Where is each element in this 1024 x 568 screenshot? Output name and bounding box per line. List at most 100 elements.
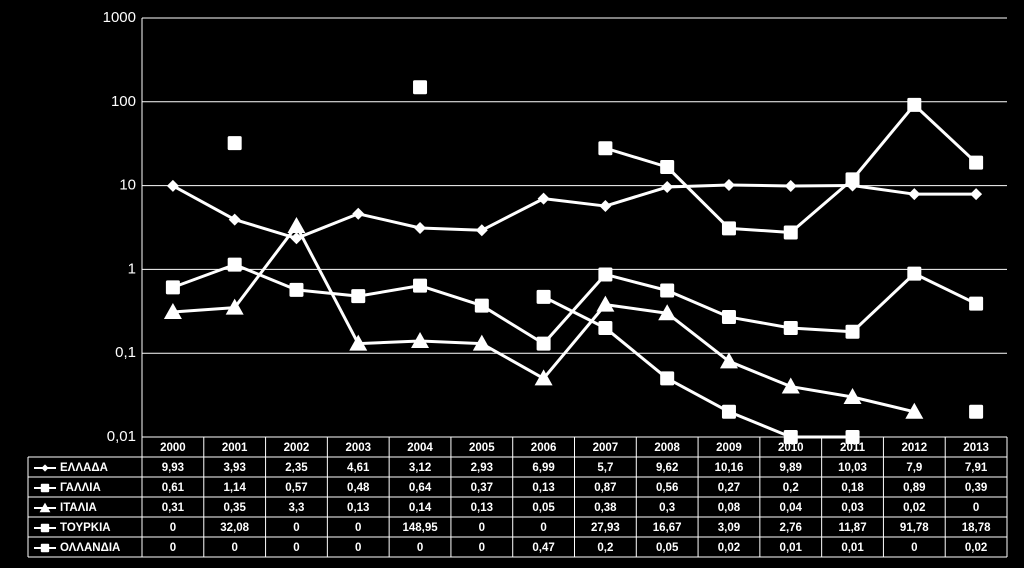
table-cell: 0 <box>417 542 423 554</box>
data-point <box>721 221 736 236</box>
table-cell: 3,3 <box>288 502 304 514</box>
table-cell: 0 <box>355 522 361 534</box>
table-cell: 0,13 <box>532 482 554 494</box>
x-tick-label: 2009 <box>716 442 742 454</box>
data-point <box>475 224 488 237</box>
legend-marker <box>39 502 51 513</box>
legend-label: ΟΛΛΑΝΔΙΑ <box>60 542 120 554</box>
data-point <box>534 369 553 386</box>
data-point <box>784 180 797 193</box>
line-segment <box>234 263 298 292</box>
line-segment <box>666 289 730 319</box>
data-point <box>781 377 800 394</box>
table-cell: 148,95 <box>402 522 438 534</box>
data-point <box>227 257 242 272</box>
y-tick-label: 100 <box>111 93 136 110</box>
data-point <box>351 289 366 304</box>
line-segment <box>913 272 977 306</box>
table-cell: 0 <box>479 522 485 534</box>
line-segment <box>728 183 791 188</box>
x-tick-label: 2012 <box>902 442 928 454</box>
line-segment <box>233 225 298 309</box>
x-tick-label: 2007 <box>593 442 619 454</box>
table-cell: 0,38 <box>594 502 617 514</box>
table-cell: 3,09 <box>718 522 740 534</box>
y-tick-label: 10 <box>119 177 136 194</box>
table-cell: 0,61 <box>162 482 185 494</box>
table-cell: 16,67 <box>653 522 682 534</box>
table-cell: 0,35 <box>223 502 246 514</box>
table-cell: 7,9 <box>906 462 922 474</box>
table-cell: 18,78 <box>962 522 991 534</box>
line-segment <box>852 184 915 196</box>
line-segment <box>481 197 545 232</box>
table-cell: 7,91 <box>965 462 988 474</box>
table-cell: 2,93 <box>471 462 493 474</box>
table-cell: 0,89 <box>903 482 925 494</box>
line-segment <box>667 183 730 189</box>
table-cell: 0 <box>170 542 176 554</box>
line-segment <box>605 273 668 292</box>
line-segment <box>481 342 545 380</box>
x-tick-label: 2004 <box>407 442 433 454</box>
data-point <box>661 181 674 194</box>
data-point <box>349 334 368 351</box>
data-point <box>596 295 615 312</box>
data-point <box>969 155 984 170</box>
table-cell: 0 <box>973 502 979 514</box>
data-point <box>163 303 182 320</box>
line-segment <box>604 326 669 380</box>
data-point <box>166 179 179 192</box>
table-cell: 0 <box>540 522 546 534</box>
x-tick-label: 2001 <box>222 442 248 454</box>
legend-label: ΤΟΥΡΚΙΑ <box>60 522 111 534</box>
line-segment <box>234 218 297 240</box>
table-cell: 91,78 <box>900 522 929 534</box>
table-cell: 4,61 <box>347 462 370 474</box>
line-segment <box>172 184 236 221</box>
table-cell: 5,7 <box>597 462 613 474</box>
data-point <box>660 160 675 175</box>
table-cell: 9,89 <box>780 462 802 474</box>
table-cell: 0,87 <box>594 482 616 494</box>
data-point <box>908 188 921 201</box>
data-point <box>287 216 306 233</box>
table-cell: 0,02 <box>903 502 925 514</box>
data-point <box>413 278 428 293</box>
table-cell: 2,35 <box>285 462 308 474</box>
data-point <box>783 320 798 335</box>
x-tick-label: 2013 <box>963 442 989 454</box>
line-segment <box>790 385 853 399</box>
line-segment <box>789 178 854 234</box>
table-cell: 0 <box>911 542 917 554</box>
table-cell: 0,01 <box>841 542 864 554</box>
table-cell: 10,03 <box>838 462 867 474</box>
line-segment <box>542 295 607 330</box>
line-segment <box>913 103 978 164</box>
line-segment <box>728 359 792 388</box>
line-segment <box>357 284 421 298</box>
legend-marker <box>40 523 50 533</box>
line-segment <box>295 225 360 345</box>
data-point <box>969 404 984 419</box>
table-cell: 0,56 <box>656 482 678 494</box>
data-point <box>845 172 860 187</box>
data-point <box>598 141 613 156</box>
line-segment <box>666 165 731 230</box>
line-segment <box>295 212 359 240</box>
legend-marker <box>40 483 50 493</box>
data-point <box>598 267 613 282</box>
data-point <box>472 334 491 351</box>
data-point <box>907 266 922 281</box>
data-point <box>905 402 924 419</box>
line-segment <box>542 303 607 380</box>
data-point <box>536 336 551 351</box>
data-point <box>599 200 612 213</box>
x-tick-label: 2005 <box>469 442 495 454</box>
x-tick-label: 2002 <box>284 442 310 454</box>
line-segment <box>605 303 668 315</box>
line-segment <box>419 339 482 346</box>
line-segment <box>542 273 607 345</box>
data-point <box>783 225 798 240</box>
y-tick-label: 0,01 <box>107 428 136 445</box>
